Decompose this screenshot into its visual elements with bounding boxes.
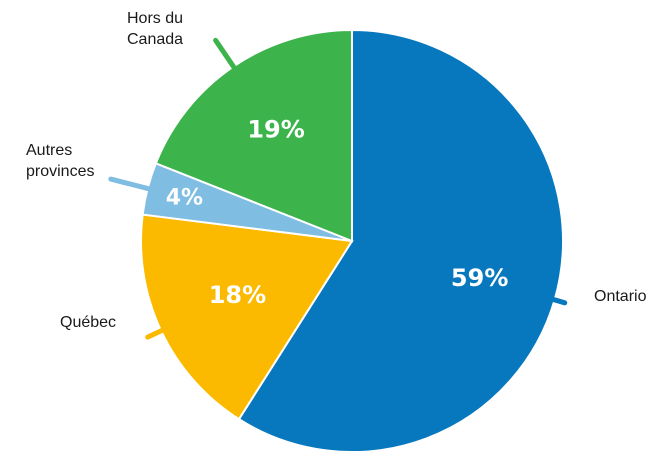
category-label-quebec: Québec [60, 314, 116, 331]
leader-line-hors-du-canada [213, 37, 245, 82]
leader-line-ontario [523, 289, 568, 306]
value-label-quebec: 18% [209, 281, 266, 309]
value-label-ontario: 59% [451, 264, 508, 292]
category-label-autres-provinces: Autres provinces [26, 142, 94, 180]
value-label-autres-provinces: 4% [166, 185, 203, 210]
value-label-hors-du-canada: 19% [247, 115, 304, 143]
leader-line-autres-provinces [108, 176, 157, 193]
category-label-ontario: Ontario [594, 288, 647, 305]
leader-line-quebec [145, 315, 191, 340]
category-label-hors-du-canada: Hors du Canada [127, 10, 183, 48]
